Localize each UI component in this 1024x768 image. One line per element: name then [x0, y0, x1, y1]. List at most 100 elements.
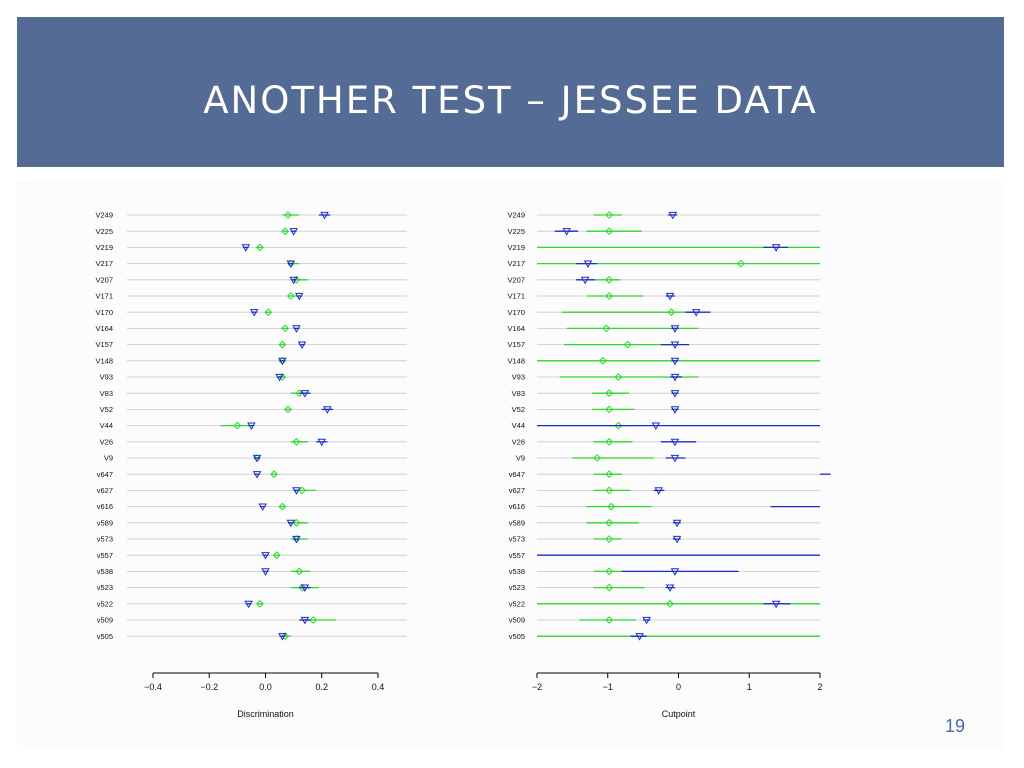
point-marker: [605, 405, 614, 414]
point-marker: [607, 502, 616, 511]
point-marker: [292, 275, 301, 284]
row-label: V148: [95, 356, 113, 365]
point-marker: [278, 340, 287, 349]
row-label: V26: [100, 437, 113, 446]
row-label: V249: [95, 211, 113, 220]
point-marker: [284, 405, 292, 414]
x-tick-label: 0.4: [372, 682, 385, 692]
x-axis-title: Cutpoint: [662, 709, 696, 719]
row-label: v538: [97, 567, 113, 576]
point-marker: [670, 454, 680, 463]
row-label: V164: [95, 324, 113, 333]
row-label: v647: [97, 470, 113, 479]
point-marker: [278, 502, 287, 511]
point-marker: [670, 325, 680, 333]
row-label: V83: [512, 389, 525, 398]
row-label: v627: [509, 486, 525, 495]
point-marker: [605, 583, 614, 592]
point-marker: [666, 599, 674, 608]
x-axis-title: Discrimination: [237, 709, 294, 719]
point-marker: [598, 356, 607, 365]
point-marker: [623, 340, 632, 349]
row-label: v505: [509, 632, 525, 641]
slide-title: Another Test – Jessee Data: [203, 79, 818, 122]
point-marker: [605, 518, 614, 527]
point-marker: [605, 275, 614, 284]
x-tick-label: 2: [817, 682, 822, 692]
page-number: 19: [944, 716, 966, 736]
point-marker: [605, 211, 614, 219]
point-marker: [602, 324, 611, 333]
point-marker: [642, 616, 651, 625]
row-label: V83: [100, 389, 113, 398]
point-marker: [241, 244, 251, 252]
row-label: v557: [97, 551, 113, 560]
row-label: v522: [97, 599, 113, 608]
row-label: v509: [509, 616, 525, 625]
point-marker: [605, 616, 614, 624]
row-label: V171: [95, 292, 113, 301]
point-marker: [614, 421, 623, 430]
point-marker: [605, 470, 614, 479]
point-marker: [292, 518, 301, 527]
row-label: V9: [104, 454, 113, 463]
row-label: v573: [509, 535, 525, 544]
row-label: V52: [512, 405, 525, 414]
point-marker: [295, 567, 304, 576]
point-marker: [255, 243, 264, 252]
point-marker: [264, 308, 273, 317]
row-label: v647: [509, 470, 525, 479]
point-marker: [665, 584, 675, 593]
point-marker: [323, 406, 332, 414]
point-marker: [593, 454, 602, 462]
point-marker: [605, 227, 614, 236]
point-marker: [670, 341, 680, 350]
point-marker: [255, 599, 264, 608]
row-label: v522: [509, 599, 525, 608]
row-label: V170: [507, 308, 525, 317]
point-marker: [605, 535, 614, 543]
point-marker: [771, 244, 781, 252]
point-marker: [605, 437, 614, 446]
row-label: v538: [509, 567, 525, 576]
row-label: V207: [95, 275, 113, 284]
row-label: V44: [100, 421, 113, 430]
point-marker: [672, 519, 682, 528]
row-label: V225: [95, 227, 113, 236]
row-label: v505: [97, 632, 113, 641]
point-marker: [317, 438, 327, 447]
point-marker: [670, 390, 680, 398]
point-marker: [286, 292, 295, 300]
row-label: V9: [516, 454, 525, 463]
row-label: V26: [512, 437, 525, 446]
row-label: V249: [507, 211, 525, 220]
point-marker: [297, 341, 307, 350]
point-marker: [261, 568, 270, 576]
row-label: v557: [509, 551, 525, 560]
point-marker: [668, 211, 678, 220]
row-label: V225: [507, 227, 525, 236]
dot-interval-plots: V249 V225 V219 V217 V207 V171 V170 V164 V157 V148…: [95, 211, 831, 719]
point-marker: [292, 487, 301, 495]
point-marker: [670, 406, 680, 414]
point-marker: [292, 437, 301, 446]
row-label: V171: [507, 292, 525, 301]
row-label: V217: [95, 259, 113, 268]
point-marker: [289, 228, 298, 236]
point-marker: [654, 487, 663, 495]
point-marker: [261, 552, 270, 560]
row-label: v589: [509, 518, 525, 527]
point-marker: [278, 633, 287, 641]
point-marker: [252, 454, 262, 463]
row-label: V157: [95, 340, 113, 349]
figure-panel: V249 V225 V219 V217 V207 V171 V170 V164 V157 V148…: [17, 180, 1004, 750]
row-label: v573: [97, 535, 113, 544]
row-label: V170: [95, 308, 113, 317]
point-marker: [292, 325, 301, 333]
point-marker: [233, 421, 242, 430]
row-label: V219: [95, 243, 113, 252]
point-marker: [605, 567, 614, 576]
point-marker: [272, 551, 281, 560]
point-marker: [583, 260, 593, 269]
x-tick-label: 0.0: [259, 682, 272, 692]
